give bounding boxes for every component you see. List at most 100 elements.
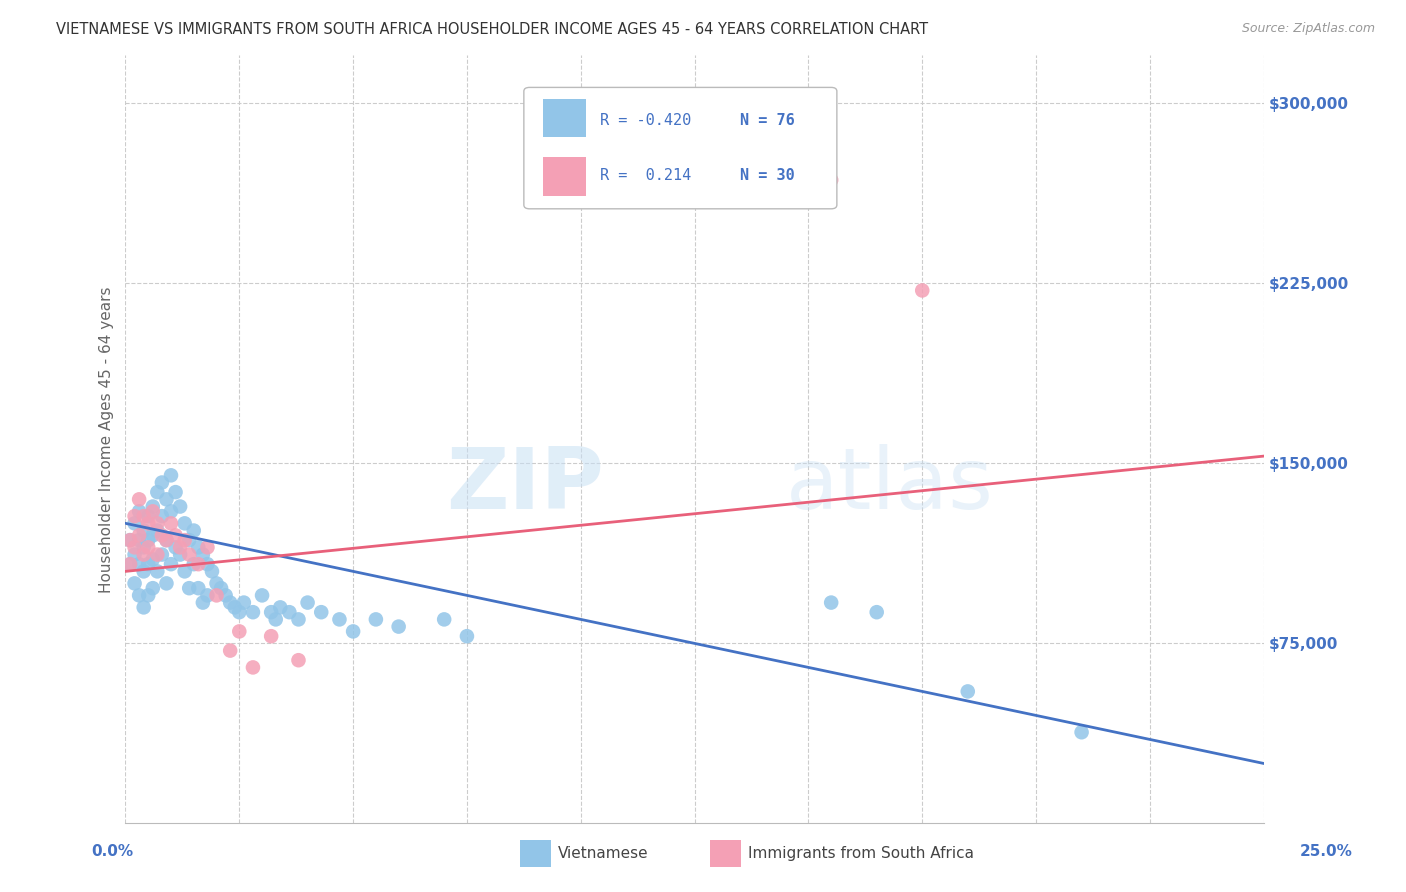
Point xyxy=(956,684,979,698)
Point xyxy=(187,581,209,595)
Y-axis label: Householder Income Ages 45 - 64 years: Householder Income Ages 45 - 64 years xyxy=(100,286,114,592)
Point xyxy=(132,548,155,562)
Text: N = 76: N = 76 xyxy=(740,113,794,128)
Text: R = -0.420: R = -0.420 xyxy=(600,113,692,128)
Point xyxy=(128,492,150,507)
Point xyxy=(155,492,177,507)
Point xyxy=(183,557,205,571)
Point xyxy=(456,629,478,643)
Text: VIETNAMESE VS IMMIGRANTS FROM SOUTH AFRICA HOUSEHOLDER INCOME AGES 45 - 64 YEARS: VIETNAMESE VS IMMIGRANTS FROM SOUTH AFRI… xyxy=(56,22,928,37)
Point xyxy=(197,588,219,602)
Point xyxy=(242,660,264,674)
Text: Source: ZipAtlas.com: Source: ZipAtlas.com xyxy=(1241,22,1375,36)
Point xyxy=(150,475,173,490)
Point xyxy=(132,524,155,538)
Point xyxy=(128,528,150,542)
Point xyxy=(309,605,332,619)
Point xyxy=(269,600,291,615)
Text: ZIP: ZIP xyxy=(446,444,603,527)
Point xyxy=(260,605,283,619)
Text: Vietnamese: Vietnamese xyxy=(558,847,648,861)
Point xyxy=(136,533,159,548)
Point xyxy=(364,612,387,626)
Point xyxy=(128,533,150,548)
Text: R =  0.214: R = 0.214 xyxy=(600,169,692,183)
Point xyxy=(132,565,155,579)
Point xyxy=(165,485,187,500)
Point xyxy=(191,596,214,610)
Point xyxy=(169,548,191,562)
Point xyxy=(388,619,411,633)
Point xyxy=(124,576,146,591)
Point xyxy=(150,548,173,562)
Point xyxy=(136,588,159,602)
Text: 25.0%: 25.0% xyxy=(1299,845,1353,859)
Point xyxy=(136,541,159,555)
Point xyxy=(160,516,183,531)
Point xyxy=(219,643,242,657)
Point xyxy=(433,612,456,626)
Text: atlas: atlas xyxy=(786,444,994,527)
Point xyxy=(146,524,169,538)
Point xyxy=(173,533,195,548)
Point xyxy=(124,541,146,555)
Point xyxy=(219,596,242,610)
Point xyxy=(132,600,155,615)
Point xyxy=(160,557,183,571)
Point xyxy=(205,576,228,591)
Point xyxy=(146,485,169,500)
Point xyxy=(136,509,159,524)
Point xyxy=(209,581,232,595)
Point xyxy=(866,605,889,619)
Point xyxy=(287,653,309,667)
Point xyxy=(124,509,146,524)
Point xyxy=(179,581,201,595)
Point xyxy=(146,565,169,579)
Point xyxy=(124,516,146,531)
Point xyxy=(911,284,934,298)
Bar xyxy=(543,99,586,137)
Point xyxy=(128,557,150,571)
Point xyxy=(242,605,264,619)
Text: Immigrants from South Africa: Immigrants from South Africa xyxy=(748,847,974,861)
Point xyxy=(179,548,201,562)
Point xyxy=(214,588,236,602)
Point xyxy=(250,588,273,602)
Point xyxy=(165,541,187,555)
Point xyxy=(136,516,159,531)
Point xyxy=(328,612,350,626)
Point xyxy=(146,516,169,531)
Point xyxy=(205,588,228,602)
Point xyxy=(232,596,254,610)
Point xyxy=(160,504,183,518)
Point xyxy=(228,624,250,639)
Point xyxy=(260,629,283,643)
Point xyxy=(132,509,155,524)
Point xyxy=(136,557,159,571)
Point xyxy=(142,552,165,566)
Point xyxy=(169,500,191,514)
Point xyxy=(155,533,177,548)
Point xyxy=(142,500,165,514)
Point xyxy=(191,548,214,562)
Point xyxy=(150,528,173,542)
Point xyxy=(197,541,219,555)
Point xyxy=(820,596,842,610)
Point xyxy=(142,528,165,542)
Point xyxy=(142,504,165,518)
Point xyxy=(128,504,150,518)
Point xyxy=(173,516,195,531)
Point xyxy=(183,524,205,538)
Point xyxy=(124,548,146,562)
Point xyxy=(224,600,246,615)
Point xyxy=(132,541,155,555)
Point xyxy=(342,624,364,639)
Point xyxy=(201,565,224,579)
Point xyxy=(169,541,191,555)
Point xyxy=(155,533,177,548)
Point xyxy=(118,533,141,548)
Point xyxy=(197,557,219,571)
Point xyxy=(820,173,842,187)
Point xyxy=(118,557,141,571)
Point xyxy=(187,557,209,571)
